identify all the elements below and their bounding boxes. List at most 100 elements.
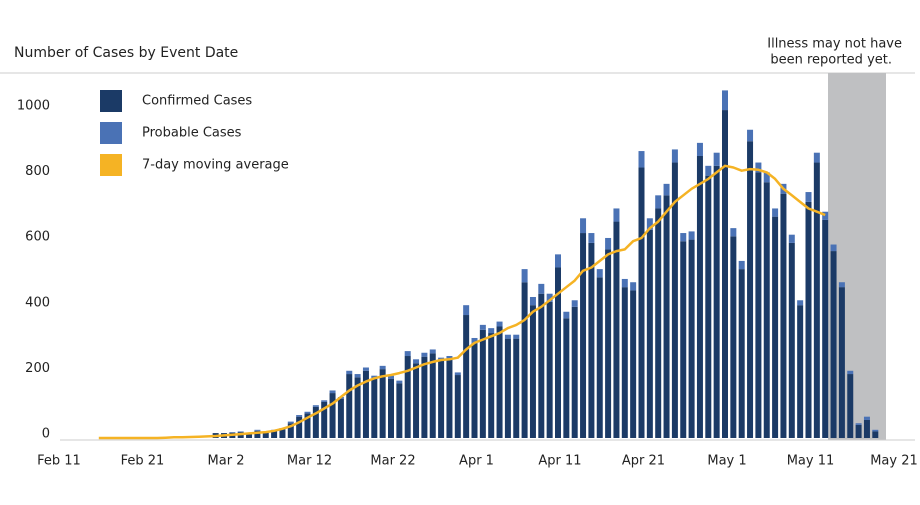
x-tick-label: May 1	[707, 454, 746, 469]
bar	[663, 195, 670, 438]
bar	[396, 383, 403, 438]
bar	[605, 237, 612, 250]
bar	[555, 254, 561, 268]
bar	[596, 277, 603, 438]
legend-swatch	[100, 122, 122, 144]
bar	[847, 374, 854, 438]
bar	[438, 360, 445, 438]
bar	[872, 429, 879, 432]
legend-label: 7-day moving average	[142, 158, 289, 173]
bar	[872, 431, 879, 438]
x-tick-label: Mar 2	[208, 454, 245, 469]
moving-average-line	[98, 164, 826, 440]
bar	[446, 356, 453, 360]
bar	[713, 152, 720, 166]
bar	[696, 155, 703, 438]
bar	[780, 193, 787, 438]
bar	[638, 167, 645, 438]
legend-swatch	[100, 90, 122, 112]
bar	[580, 218, 587, 234]
bar	[404, 351, 411, 357]
bar	[671, 162, 678, 439]
legend-label: Confirmed Cases	[142, 94, 252, 109]
bar	[429, 349, 436, 354]
bar	[863, 419, 870, 438]
bar	[788, 234, 795, 243]
bar	[738, 260, 745, 270]
bar	[454, 375, 461, 438]
annotation: been reported yet.	[770, 53, 892, 68]
y-tick-label: 200	[25, 361, 50, 376]
bar	[772, 216, 779, 438]
y-tick-label: 1000	[17, 99, 50, 114]
bar	[730, 228, 737, 237]
bar	[513, 338, 520, 438]
bar	[354, 374, 361, 378]
bar	[772, 208, 779, 217]
bar	[571, 300, 578, 307]
bar	[680, 233, 687, 242]
bar	[479, 329, 486, 438]
bar	[613, 221, 620, 438]
bar	[304, 413, 311, 438]
bar	[388, 378, 394, 438]
bar	[596, 269, 603, 278]
bar	[446, 359, 453, 438]
bar	[379, 369, 386, 438]
bar	[588, 233, 595, 243]
bar	[738, 269, 745, 438]
bar	[705, 165, 712, 176]
bar	[329, 390, 336, 394]
bar	[555, 267, 561, 438]
bar	[296, 415, 303, 417]
bar	[763, 172, 770, 183]
bar	[546, 301, 553, 438]
bar	[488, 328, 495, 334]
bar	[855, 423, 862, 425]
y-tick-label: 400	[25, 295, 50, 310]
bar	[722, 90, 728, 111]
bar	[521, 269, 528, 283]
x-tick-label: May 11	[787, 454, 835, 469]
bar	[429, 353, 436, 438]
bar	[563, 311, 570, 319]
bar	[471, 337, 478, 343]
bar	[329, 393, 336, 438]
bar	[321, 400, 328, 402]
bar	[588, 242, 595, 438]
y-tick-label: 600	[25, 230, 50, 245]
x-tick-label: Mar 12	[287, 454, 332, 469]
x-tick-label: Feb 11	[37, 454, 81, 469]
bar	[563, 318, 570, 438]
bar	[538, 293, 545, 438]
bar	[605, 249, 612, 438]
bar	[463, 305, 470, 316]
bar	[755, 172, 762, 439]
bar	[279, 429, 286, 438]
bar	[671, 149, 678, 163]
legend-swatch	[100, 154, 122, 176]
bar	[362, 367, 369, 371]
bar	[346, 374, 353, 438]
bar	[546, 293, 553, 302]
bar	[830, 244, 837, 252]
legend-label: Probable Cases	[142, 126, 242, 141]
bar	[713, 165, 720, 438]
chart-title: Number of Cases by Event Date	[14, 45, 238, 61]
x-tick-label: Apr 11	[538, 454, 581, 469]
bar	[788, 242, 795, 438]
bar	[496, 326, 503, 438]
bar	[722, 110, 728, 438]
bar	[529, 305, 536, 438]
bar	[813, 162, 820, 439]
y-tick-label: 0	[42, 427, 50, 442]
bar	[830, 251, 837, 438]
bar	[296, 416, 303, 438]
annotation: Illness may not have	[767, 37, 902, 52]
bar	[655, 208, 662, 438]
bar	[730, 236, 737, 438]
bar	[504, 334, 511, 339]
bar	[254, 429, 261, 431]
bar	[413, 359, 420, 364]
